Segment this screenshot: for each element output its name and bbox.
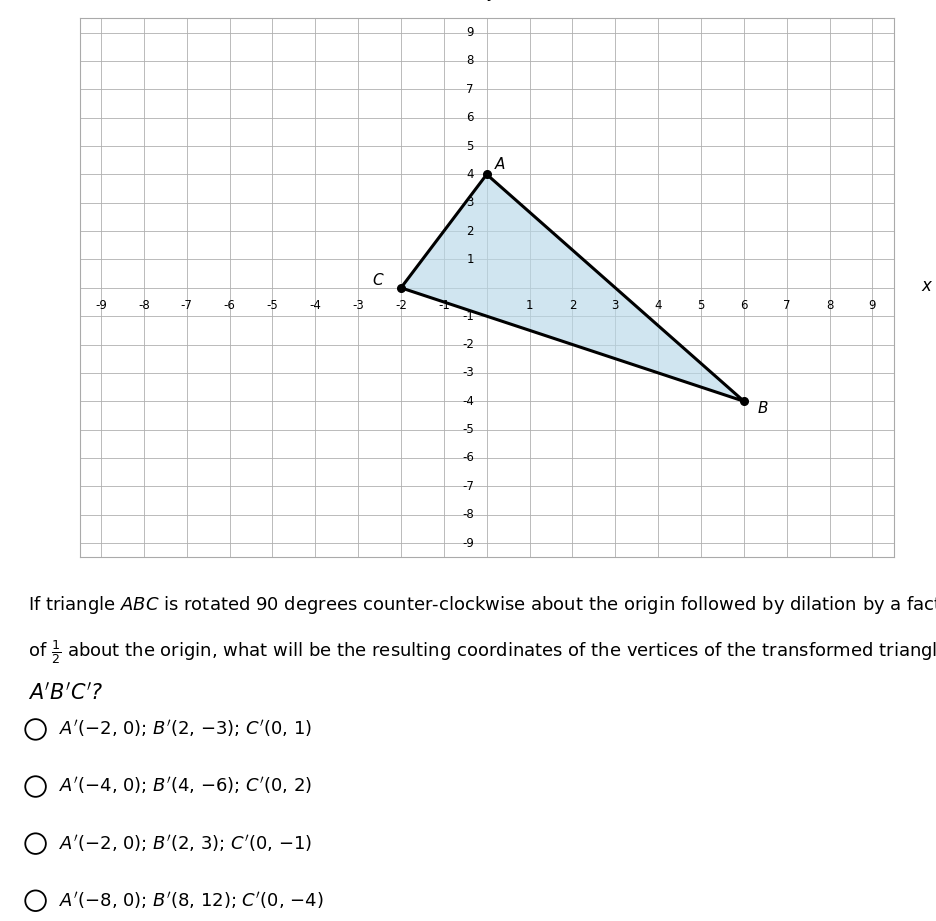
Text: $\mathit{A'}$($-$2, 0); $\mathit{B'}$(2, 3); $\mathit{C'}$(0, $-$1): $\mathit{A'}$($-$2, 0); $\mathit{B'}$(2,… bbox=[59, 833, 312, 854]
Text: 6: 6 bbox=[740, 299, 748, 312]
Text: -7: -7 bbox=[462, 480, 474, 493]
Text: 5: 5 bbox=[697, 299, 705, 312]
Text: -1: -1 bbox=[462, 309, 474, 322]
Text: 9: 9 bbox=[466, 26, 474, 39]
Text: 9: 9 bbox=[869, 299, 876, 312]
Text: $\mathit{A'}$($-$4, 0); $\mathit{B'}$(4, $-$6); $\mathit{C'}$(0, 2): $\mathit{A'}$($-$4, 0); $\mathit{B'}$(4,… bbox=[59, 775, 312, 797]
Text: 8: 8 bbox=[826, 299, 833, 312]
Text: -7: -7 bbox=[181, 299, 193, 312]
Text: -3: -3 bbox=[352, 299, 364, 312]
Text: -5: -5 bbox=[462, 423, 474, 437]
Text: 2: 2 bbox=[569, 299, 577, 312]
Text: x: x bbox=[922, 277, 931, 296]
Text: -9: -9 bbox=[462, 537, 474, 550]
Text: 3: 3 bbox=[611, 299, 619, 312]
Text: -2: -2 bbox=[462, 338, 474, 351]
Polygon shape bbox=[401, 174, 744, 402]
Text: B: B bbox=[758, 401, 768, 415]
Text: 7: 7 bbox=[783, 299, 791, 312]
Text: -8: -8 bbox=[462, 508, 474, 521]
Text: $\mathit{A'B'C'}$?: $\mathit{A'B'C'}$? bbox=[28, 682, 104, 704]
Text: 1: 1 bbox=[466, 253, 474, 266]
Text: of $\frac{1}{2}$ about the origin, what will be the resulting coordinates of the: of $\frac{1}{2}$ about the origin, what … bbox=[28, 638, 936, 666]
Text: -1: -1 bbox=[438, 299, 450, 312]
Text: 4: 4 bbox=[466, 168, 474, 181]
Text: 8: 8 bbox=[466, 54, 474, 67]
Text: 2: 2 bbox=[466, 225, 474, 238]
Text: 5: 5 bbox=[466, 139, 474, 153]
Text: y: y bbox=[487, 0, 497, 2]
Text: 7: 7 bbox=[466, 83, 474, 96]
Text: A: A bbox=[494, 157, 505, 172]
Text: -8: -8 bbox=[138, 299, 150, 312]
Text: 1: 1 bbox=[526, 299, 534, 312]
Text: 6: 6 bbox=[466, 111, 474, 124]
Text: -6: -6 bbox=[462, 451, 474, 464]
Text: C: C bbox=[373, 274, 383, 288]
Text: -4: -4 bbox=[309, 299, 321, 312]
Text: -5: -5 bbox=[267, 299, 278, 312]
Text: -9: -9 bbox=[95, 299, 107, 312]
Text: 3: 3 bbox=[466, 196, 474, 209]
Text: -4: -4 bbox=[462, 395, 474, 408]
Text: -3: -3 bbox=[462, 367, 474, 379]
Text: $\mathit{A'}$($-$8, 0); $\mathit{B'}$(8, 12); $\mathit{C'}$(0, $-$4): $\mathit{A'}$($-$8, 0); $\mathit{B'}$(8,… bbox=[59, 890, 324, 911]
Text: $\mathit{A'}$($-$2, 0); $\mathit{B'}$(2, $-$3); $\mathit{C'}$(0, 1): $\mathit{A'}$($-$2, 0); $\mathit{B'}$(2,… bbox=[59, 718, 312, 740]
Text: If triangle $\mathit{ABC}$ is rotated 90 degrees counter-clockwise about the ori: If triangle $\mathit{ABC}$ is rotated 90… bbox=[28, 594, 936, 616]
Text: -6: -6 bbox=[224, 299, 236, 312]
Text: 4: 4 bbox=[654, 299, 662, 312]
Text: -2: -2 bbox=[395, 299, 407, 312]
